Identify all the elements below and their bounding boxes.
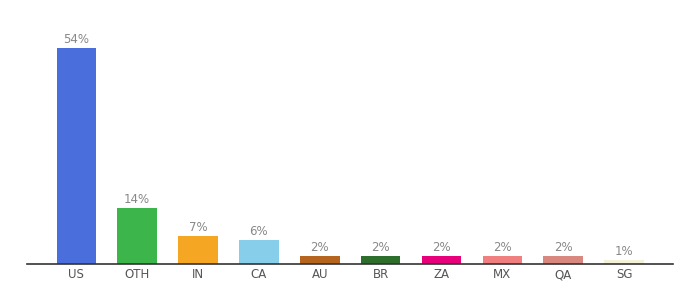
Bar <box>483 256 522 264</box>
Text: 54%: 54% <box>63 33 89 46</box>
Text: 1%: 1% <box>615 245 633 258</box>
Bar <box>178 236 218 264</box>
Text: 2%: 2% <box>493 241 511 254</box>
Text: 14%: 14% <box>124 193 150 206</box>
Text: 2%: 2% <box>311 241 329 254</box>
Bar <box>56 48 96 264</box>
Text: 2%: 2% <box>371 241 390 254</box>
Bar <box>239 240 279 264</box>
Bar <box>605 260 644 264</box>
Bar <box>422 256 461 264</box>
Text: 7%: 7% <box>189 221 207 234</box>
Bar <box>118 208 157 264</box>
Text: 2%: 2% <box>432 241 451 254</box>
Text: 6%: 6% <box>250 225 268 238</box>
Text: 2%: 2% <box>554 241 573 254</box>
Bar <box>543 256 583 264</box>
Bar <box>361 256 401 264</box>
Bar <box>300 256 339 264</box>
